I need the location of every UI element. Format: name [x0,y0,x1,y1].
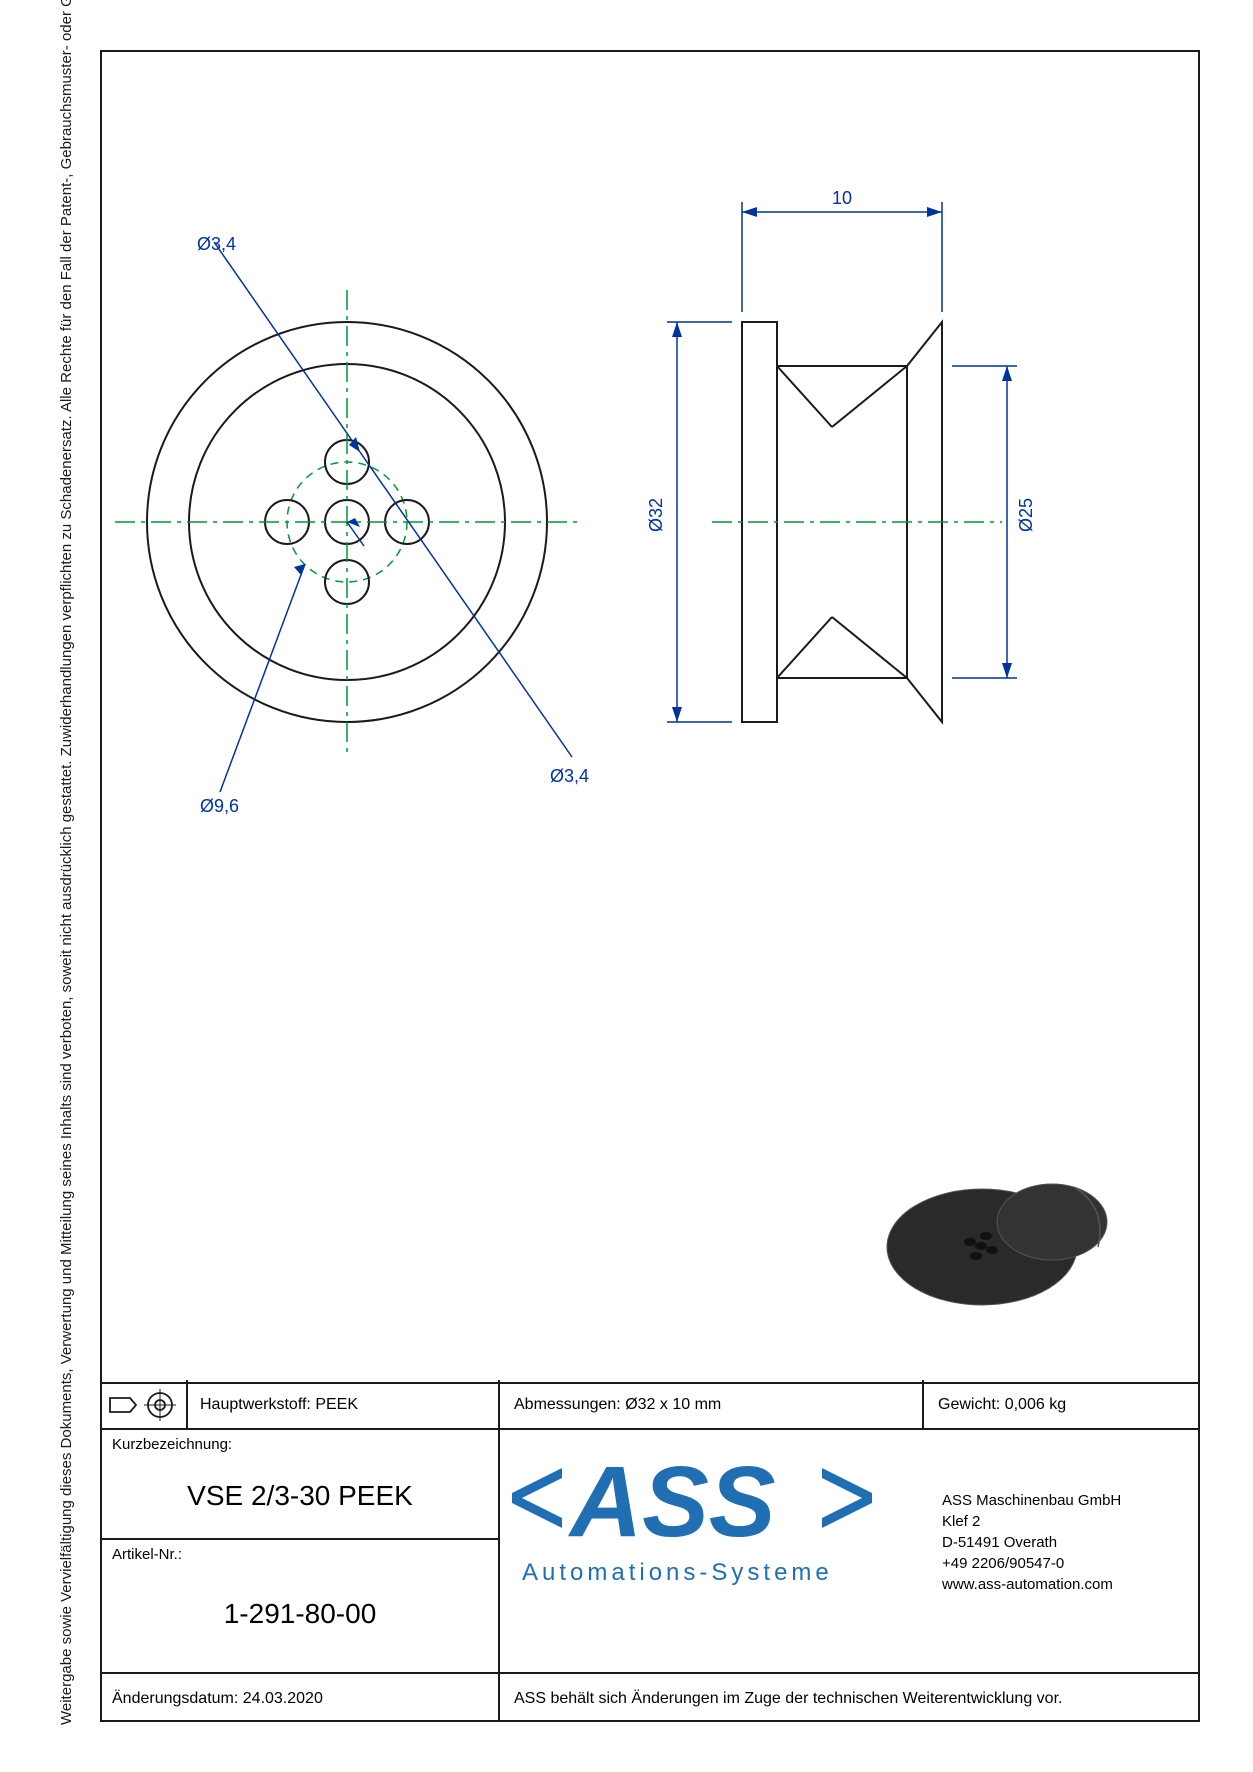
company-phone: +49 2206/90547-0 [942,1553,1121,1574]
dims-value: Ø32 x 10 mm [625,1396,721,1413]
dims-label: Abmessungen: [514,1396,621,1413]
weight-label: Gewicht: [938,1396,1000,1413]
shortname-value: VSE 2/3-30 PEEK [102,1474,498,1518]
material-value: PEEK [315,1396,358,1413]
copyright-note: Weitergabe sowie Vervielfältigung dieses… [58,50,75,1725]
weight-value: 0,006 kg [1005,1396,1066,1413]
article-label: Artikel-Nr.: [102,1540,192,1569]
company-logo: ASS Automations-Systeme [512,1448,932,1603]
drawing-svg: Ø3,4 Ø3,4 Ø9,6 [102,52,1202,1384]
revdate-value: 24.03.2020 [243,1690,323,1707]
front-view: Ø3,4 Ø3,4 Ø9,6 [115,234,589,816]
dims-cell: Abmessungen: Ø32 x 10 mm [504,1390,731,1420]
change-note: ASS behält sich Änderungen im Zuge der t… [504,1684,1072,1714]
dim-d34-bot: Ø3,4 [550,766,589,786]
drawing-area: Ø3,4 Ø3,4 Ø9,6 [102,52,1198,1384]
side-view: 10 Ø32 Ø25 [646,188,1036,722]
svg-text:Automations-Systeme: Automations-Systeme [522,1559,833,1586]
title-block: Hauptwerkstoff: PEEK Abmessungen: Ø32 x … [102,1380,1198,1720]
weight-cell: Gewicht: 0,006 kg [928,1390,1076,1420]
company-name: ASS Maschinenbau GmbH [942,1490,1121,1511]
revdate-cell: Änderungsdatum: 24.03.2020 [102,1684,333,1714]
revdate-label: Änderungsdatum: [112,1690,238,1707]
company-street: Klef 2 [942,1511,1121,1532]
projection-symbol [106,1386,182,1429]
material-cell: Hauptwerkstoff: PEEK [190,1390,368,1420]
dim-d25: Ø25 [1016,498,1036,532]
dim-width: 10 [832,188,852,208]
article-value: 1-291-80-00 [102,1592,498,1636]
material-label: Hauptwerkstoff: [200,1396,311,1413]
dim-d96: Ø9,6 [200,796,239,816]
isometric-render [887,1184,1107,1305]
dim-d32: Ø32 [646,498,666,532]
page: Weitergabe sowie Vervielfältigung dieses… [0,0,1253,1772]
dim-d34-top: Ø3,4 [197,234,236,254]
company-web: www.ass-automation.com [942,1574,1121,1595]
company-zip: D-51491 Overath [942,1532,1121,1553]
svg-text:ASS: ASS [567,1448,776,1558]
shortname-label: Kurzbezeichnung: [102,1430,242,1459]
drawing-frame: Ø3,4 Ø3,4 Ø9,6 [100,50,1200,1722]
company-info: ASS Maschinenbau GmbH Klef 2 D-51491 Ove… [942,1490,1121,1595]
